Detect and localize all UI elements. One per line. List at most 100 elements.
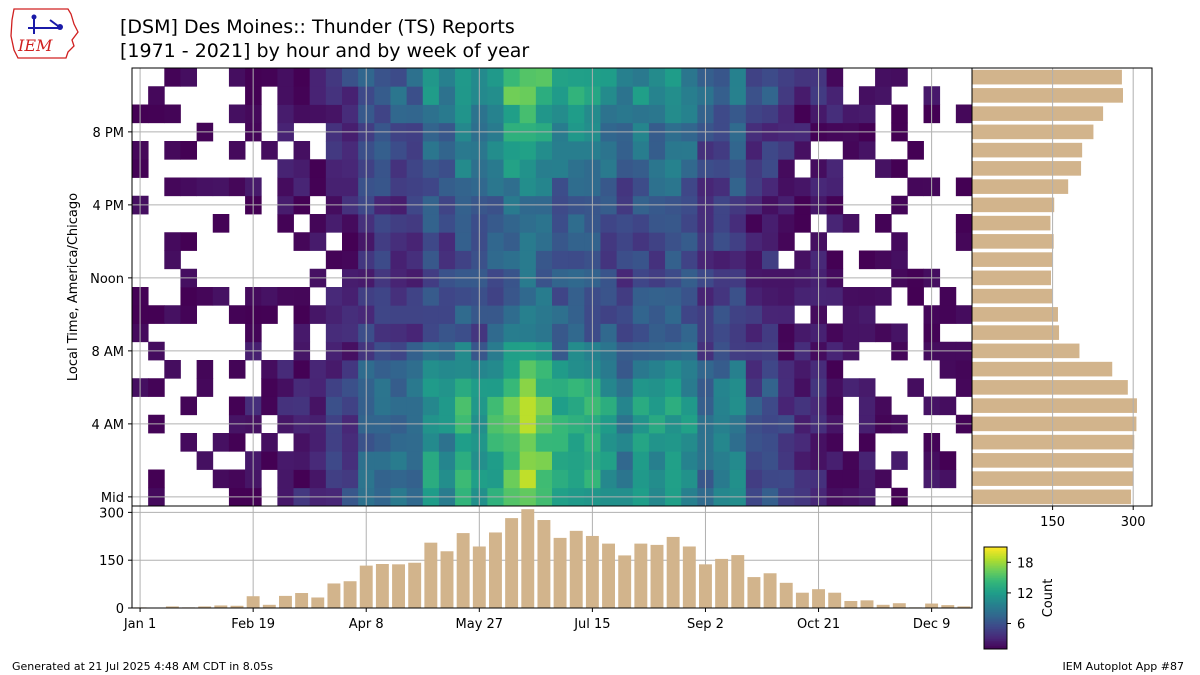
- weekly-bar: [424, 542, 438, 608]
- x-tick-label: Jul 15: [573, 617, 610, 632]
- colorbar-step: [984, 581, 1007, 584]
- heatmap-cell: [293, 86, 311, 105]
- heatmap-cell: [552, 104, 569, 124]
- heatmap-cell: [261, 141, 278, 160]
- heatmap-cell: [681, 469, 698, 489]
- heatmap-cell: [745, 451, 763, 470]
- heatmap-cell: [729, 68, 747, 87]
- heatmap-cell: [293, 396, 311, 416]
- heatmap-cell: [390, 323, 408, 343]
- heatmap-cell: [713, 232, 731, 251]
- heatmap-cell: [891, 68, 908, 87]
- heatmap-cell: [148, 104, 165, 124]
- heatmap-cell: [713, 141, 731, 160]
- heatmap-cell: [487, 232, 504, 251]
- heatmap-cell: [632, 360, 650, 379]
- heatmap-cell: [148, 469, 165, 489]
- heatmap-cell: [309, 177, 327, 197]
- heatmap-cell: [778, 68, 795, 87]
- heatmap-cell: [519, 68, 537, 87]
- heatmap-cell: [455, 177, 472, 197]
- hourly-bar: [972, 434, 1135, 450]
- heatmap-cell: [681, 177, 698, 197]
- heatmap-cell: [616, 104, 634, 124]
- x-tick-label: Feb 19: [231, 617, 275, 632]
- heatmap-cell: [794, 469, 811, 489]
- heatmap-cell: [487, 378, 504, 397]
- weekly-bar: [860, 600, 874, 608]
- heatmap-cell: [616, 305, 634, 324]
- heatmap-cell: [277, 214, 294, 233]
- heatmap-cell: [503, 232, 521, 251]
- heatmap-cell: [600, 378, 618, 397]
- weekly-bar: [279, 595, 292, 608]
- colorbar-step: [984, 591, 1007, 594]
- heatmap-cell: [503, 104, 521, 124]
- heatmap-cell: [148, 305, 165, 324]
- hourly-bar: [972, 416, 1137, 432]
- heatmap-cell: [212, 177, 230, 197]
- heatmap-cell: [487, 305, 504, 324]
- hourly-bar: [972, 88, 1123, 103]
- heatmap-cell: [455, 68, 472, 87]
- colorbar-step: [984, 560, 1007, 563]
- heatmap-cell: [422, 232, 440, 251]
- heatmap-cell: [422, 469, 440, 489]
- heatmap-cell: [745, 141, 763, 160]
- heatmap-cell: [277, 378, 294, 397]
- heatmap-cell: [665, 159, 682, 178]
- weekly-bar-panel: 0 150 300 Jan 1 Feb 19 Apr 8 May 27 Jul 15 Sep 2…: [99, 506, 972, 632]
- heatmap-cell: [600, 141, 618, 160]
- heatmap-cell: [277, 159, 294, 178]
- heatmap-cell: [955, 305, 973, 324]
- heatmap-cell: [729, 396, 747, 416]
- heatmap-cell: [665, 250, 682, 270]
- heatmap-cell: [713, 433, 731, 452]
- colorbar-step: [984, 594, 1007, 597]
- heatmap-cell: [422, 323, 440, 343]
- heatmap-cell: [261, 68, 278, 87]
- heatmap-cell: [552, 360, 569, 379]
- heatmap-cell: [309, 232, 327, 251]
- heatmap-cell: [648, 159, 666, 178]
- colorbar-step: [984, 579, 1007, 582]
- heatmap-cell: [875, 159, 892, 178]
- weekly-bar: [311, 597, 325, 608]
- heatmap-cell: [503, 323, 521, 343]
- heatmap-cell: [568, 360, 585, 379]
- heatmap-cell: [616, 214, 634, 233]
- heatmap-cell: [681, 104, 698, 124]
- heatmap-cell: [374, 250, 391, 270]
- heatmap-cell: [309, 104, 327, 124]
- heatmap-cell: [600, 305, 618, 324]
- heatmap-cell: [455, 323, 472, 343]
- heatmap-cell: [374, 141, 391, 160]
- heatmap-cell: [293, 323, 311, 343]
- heatmap-cell: [325, 433, 343, 452]
- x-tick-label: May 27: [456, 617, 504, 632]
- heatmap-cell: [762, 360, 779, 379]
- heatmap-cell: [422, 68, 440, 87]
- weekly-bar: [731, 555, 745, 608]
- heatmap-cell: [342, 305, 359, 324]
- heatmap-cell: [438, 360, 456, 379]
- heatmap-cell: [293, 433, 311, 452]
- heatmap-cell: [616, 250, 634, 270]
- heatmap-cell: [568, 104, 585, 124]
- heatmap-cell: [422, 141, 440, 160]
- heatmap-cell: [374, 360, 391, 379]
- colorbar-step: [984, 620, 1007, 623]
- heatmap-cell: [632, 250, 650, 270]
- heatmap-cell: [406, 287, 424, 306]
- heatmap-cell: [907, 378, 924, 397]
- heatmap-cell: [535, 177, 553, 197]
- heatmap-cell: [293, 141, 311, 160]
- heatmap-cell: [374, 433, 391, 452]
- heatmap-cell: [342, 232, 359, 251]
- heatmap-cell: [535, 305, 553, 324]
- heatmap-cell: [196, 177, 214, 197]
- heatmap-cell: [729, 250, 747, 270]
- heatmap-cell: [778, 305, 795, 324]
- heatmap-cell: [858, 323, 876, 343]
- heatmap-cell: [277, 68, 294, 87]
